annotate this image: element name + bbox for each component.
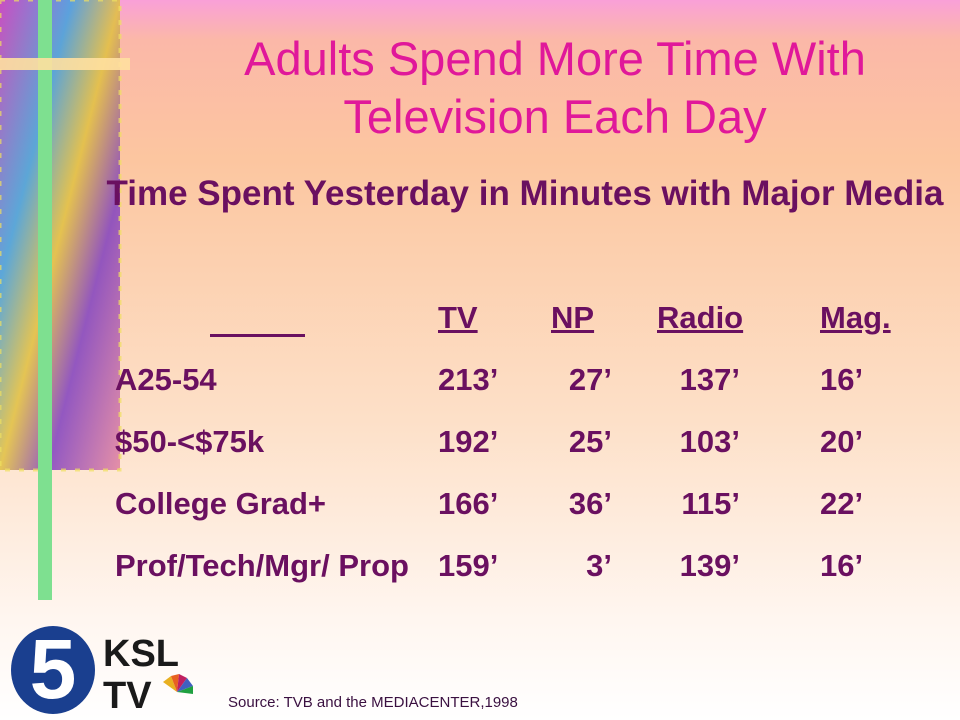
column-header: Radio <box>657 300 744 335</box>
subtitle: Time Spent Yesterday in Minutes with Maj… <box>106 174 944 213</box>
logo: 5 KSL TV <box>11 622 193 717</box>
cell-value: 103’ <box>679 424 740 459</box>
cell-value: 27’ <box>568 362 612 397</box>
blank-header-underline <box>210 334 305 337</box>
cell-value: 25’ <box>568 424 612 459</box>
column-header: NP <box>551 300 595 335</box>
peacock <box>163 674 193 694</box>
row-label: College Grad+ <box>115 486 327 521</box>
row-label: A25-54 <box>115 362 217 397</box>
cell-value: 137’ <box>679 362 740 397</box>
cell-value: 213’ <box>438 362 499 397</box>
logo-circle <box>11 626 95 714</box>
cell-value: 139’ <box>679 548 740 583</box>
row-label: $50-<$75k <box>115 424 265 459</box>
cell-value: 16’ <box>820 362 864 397</box>
title: Adults Spend More Time With Television E… <box>244 32 866 143</box>
cell-value: 192’ <box>438 424 499 459</box>
column-header: Mag. <box>820 300 891 335</box>
cell-value: 159’ <box>438 548 499 583</box>
logo-number: 5 <box>30 622 77 716</box>
source: Source: TVB and the MEDIACENTER,1998 <box>228 694 518 711</box>
cell-value: 166’ <box>438 486 499 521</box>
cell-value: 36’ <box>568 486 612 521</box>
decorative-strip <box>0 0 130 600</box>
cell-value: 3’ <box>586 548 612 583</box>
row-label: Prof/Tech/Mgr/ Prop <box>115 548 409 583</box>
cell-value: 115’ <box>681 486 740 521</box>
cell-value: 20’ <box>820 424 864 459</box>
cell-value: 16’ <box>820 548 864 583</box>
logo-line2: TV <box>103 675 152 717</box>
cell-value: 22’ <box>820 486 864 521</box>
column-header: TV <box>438 300 478 335</box>
logo-line1: KSL <box>103 633 179 675</box>
